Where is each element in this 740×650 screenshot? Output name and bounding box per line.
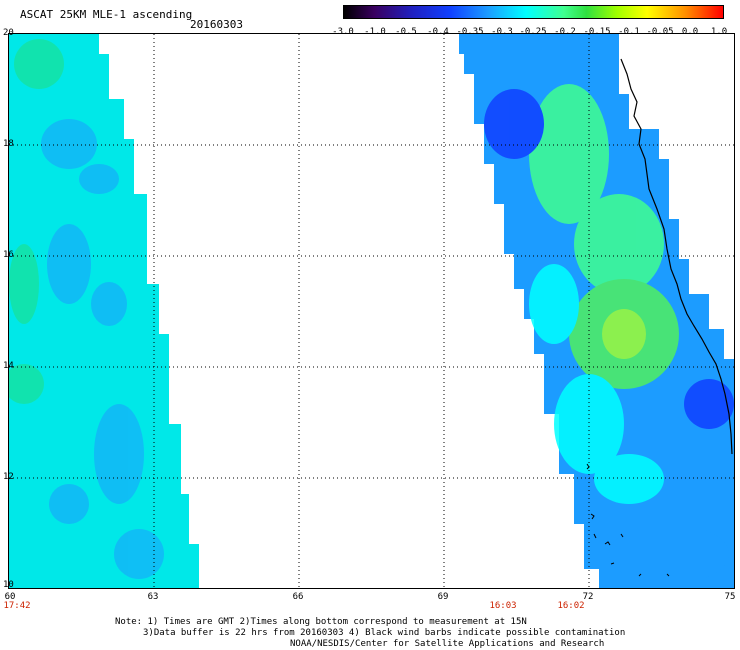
lat-label: 20 — [3, 28, 14, 38]
note-line: NOAA/NESDIS/Center for Satellite Applica… — [290, 639, 605, 649]
note-line: 3)Data buffer is 22 hrs from 20160303 4)… — [143, 628, 626, 638]
map-date: 20160303 — [190, 18, 243, 31]
map-title: ASCAT 25KM MLE-1 ascending — [20, 8, 193, 21]
lon-label: 69 — [437, 592, 449, 602]
map-canvas — [4, 34, 734, 588]
colorbar-tick: 1.0 — [710, 27, 728, 37]
colorbar-tick: -0.4 — [427, 27, 449, 37]
colorbar-tick: -0.2 — [554, 27, 576, 37]
lon-label: 72 — [582, 592, 594, 602]
lat-label: 16 — [3, 250, 14, 260]
colorbar-tick: -0.25 — [519, 27, 547, 37]
colorbar-tick: -3.0 — [332, 27, 354, 37]
colorbar-tick: -0.1 — [618, 27, 640, 37]
colorbar-tick: -0.15 — [583, 27, 611, 37]
pass-time-label: 16:03 — [489, 601, 517, 611]
colorbar-tick: -0.5 — [395, 27, 417, 37]
colorbar-tick: -0.3 — [491, 27, 513, 37]
lat-label: 12 — [3, 472, 14, 482]
colorbar-tick: -1.0 — [364, 27, 386, 37]
note-line: Note: 1) Times are GMT 2)Times along bot… — [115, 617, 527, 627]
map-frame — [4, 33, 735, 589]
coastline — [620, 58, 733, 455]
lat-label: 14 — [3, 361, 14, 371]
pass-time-label: 17:42 — [3, 601, 31, 611]
colorbar-tick: -0.35 — [456, 27, 484, 37]
lat-label: 18 — [3, 139, 14, 149]
pass-time-label: 16:02 — [557, 601, 585, 611]
lon-label: 66 — [292, 592, 304, 602]
colorbar-tick: 0.0 — [681, 27, 699, 37]
colorbar — [343, 5, 724, 19]
lat-label: 10 — [3, 580, 14, 590]
colorbar-tick: -0.05 — [646, 27, 674, 37]
lon-label: 75 — [724, 592, 736, 602]
lon-label: 63 — [147, 592, 159, 602]
lon-label: 60 — [4, 592, 16, 602]
